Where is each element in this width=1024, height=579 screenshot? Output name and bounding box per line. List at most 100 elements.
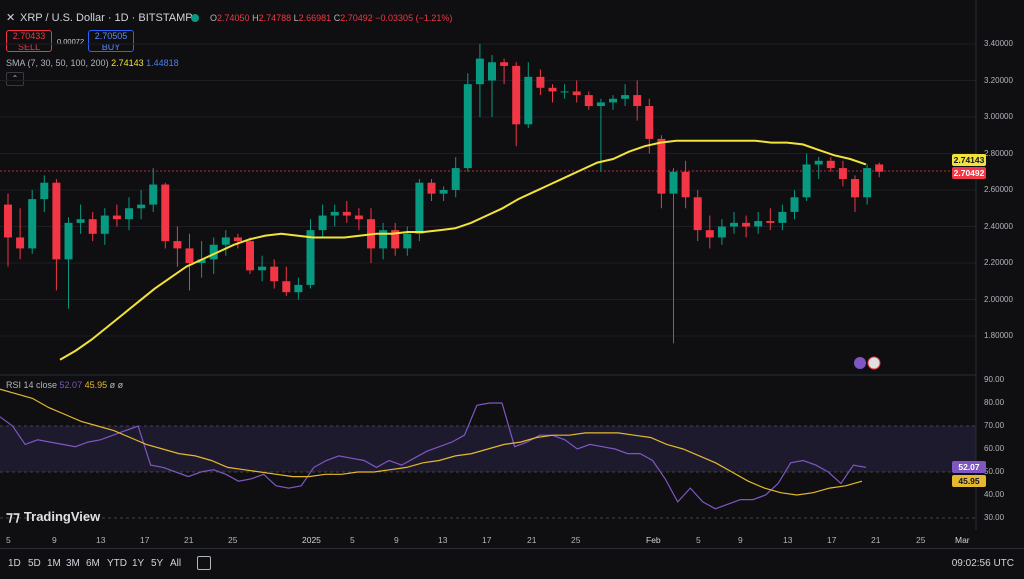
time-axis-label: Feb [646,535,661,545]
candle [838,160,847,187]
buy-button[interactable]: 2.70505 BUY [88,30,134,52]
candle [221,230,230,256]
rsi-ma-line [0,388,863,496]
candle-body [572,91,581,96]
candle-body [64,222,73,260]
candle-body [306,230,315,285]
candle [161,182,170,249]
time-axis-label: 5 [696,535,701,545]
time-axis-label: 25 [571,535,581,545]
candle-body [233,237,242,242]
candle [28,190,37,254]
bottom-toolbar [0,548,1024,579]
candle [137,190,146,220]
candle-body [730,222,738,227]
candle [270,259,279,289]
time-axis-label: 17 [827,535,837,545]
candle-body [403,233,412,249]
candle [173,226,182,267]
collapse-legend-icon[interactable]: ⌃ [6,72,24,86]
candle-body [246,241,254,271]
timeframe-button[interactable]: YTD [107,558,127,569]
sma-legend[interactable]: SMA (7, 30, 50, 100, 200) 2.74143 1.4481… [6,58,179,69]
candle [584,91,593,110]
rsi-extra: ø ø [109,380,124,390]
close-icon[interactable]: ✕ [6,12,16,24]
candle-body [221,237,230,245]
logo-text: TradingView [23,509,101,524]
time-axis-label: 9 [52,535,57,545]
clock[interactable]: 09:02:56 UTC [951,558,1014,569]
candle [717,219,726,245]
rsi-line [0,402,867,510]
price-axis-label: 2.80000 [984,148,1013,158]
calendar-icon[interactable] [197,556,211,570]
time-axis-label: 9 [738,535,743,545]
ohlc-l-label: L [293,13,299,23]
candle-body [16,237,25,249]
candle [306,219,315,289]
candle-body [100,215,109,234]
candle-body [802,164,811,198]
timeframe-button[interactable]: 1Y [132,558,145,569]
ohlc-open: 2.74050 [217,13,250,23]
time-axis-label: 9 [394,535,399,545]
candle [100,208,109,245]
candle [330,204,339,227]
candle-body [705,230,714,238]
ohlc-low: 2.66981 [298,13,332,23]
candle-body [185,248,194,263]
time-axis-label: 5 [350,535,355,545]
candle [657,135,666,209]
candle [826,157,835,172]
price-axis-label: 1.80000 [984,331,1013,340]
timeframe-button[interactable]: 1D [8,558,21,569]
candle-body [415,182,424,234]
tradingview-logo: ⁊⁊ TradingView [6,508,100,525]
event-icons[interactable] [854,356,881,370]
price-axis-label: 2.00000 [984,294,1013,304]
candle [790,190,799,220]
candle [621,84,630,107]
candle-body [596,102,605,107]
rsi-tag: 52.07 [952,461,986,473]
candle-body [318,215,327,231]
candle-body [609,98,617,103]
timeframe-button[interactable]: 5D [28,558,41,569]
ohlc-o-label: O [210,13,218,23]
time-axis-label: Mar [955,535,970,545]
candle [742,215,751,238]
candle-body [258,266,267,271]
candle-body [52,182,61,260]
candle-body [584,95,593,107]
candle-body [294,284,303,293]
us-flag-event-icon[interactable] [867,356,881,370]
rsi-ma-tag: 45.95 [952,475,986,487]
sell-button[interactable]: 2.70433 SELL [6,30,52,52]
candle-body [354,215,363,220]
time-axis-label: 21 [527,535,537,545]
time-axis-label: 25 [228,535,238,545]
candle-body [330,211,339,216]
timeframe-button[interactable]: 1M [47,558,61,569]
timeframe-button[interactable]: All [170,558,182,569]
candle-body [863,168,872,198]
candle-body [125,208,133,220]
candle [318,204,327,238]
lightning-event-icon[interactable] [854,357,866,369]
candle [536,69,545,96]
timeframe-button[interactable]: 5Y [151,558,164,569]
candle-body [137,204,146,209]
sma-line [59,139,867,361]
rsi-legend[interactable]: RSI 14 close 52.07 45.95 ø ø [6,380,123,391]
candle [451,157,460,198]
time-axis-label: 17 [140,535,150,545]
timeframe-button[interactable]: 6M [86,558,100,569]
candle [875,162,884,178]
candle [391,222,400,256]
sell-label: SELL [17,42,41,52]
candle-body [270,266,279,282]
timeframe-button[interactable]: 3M [66,558,80,569]
price-axis-label: 2.60000 [984,185,1013,194]
